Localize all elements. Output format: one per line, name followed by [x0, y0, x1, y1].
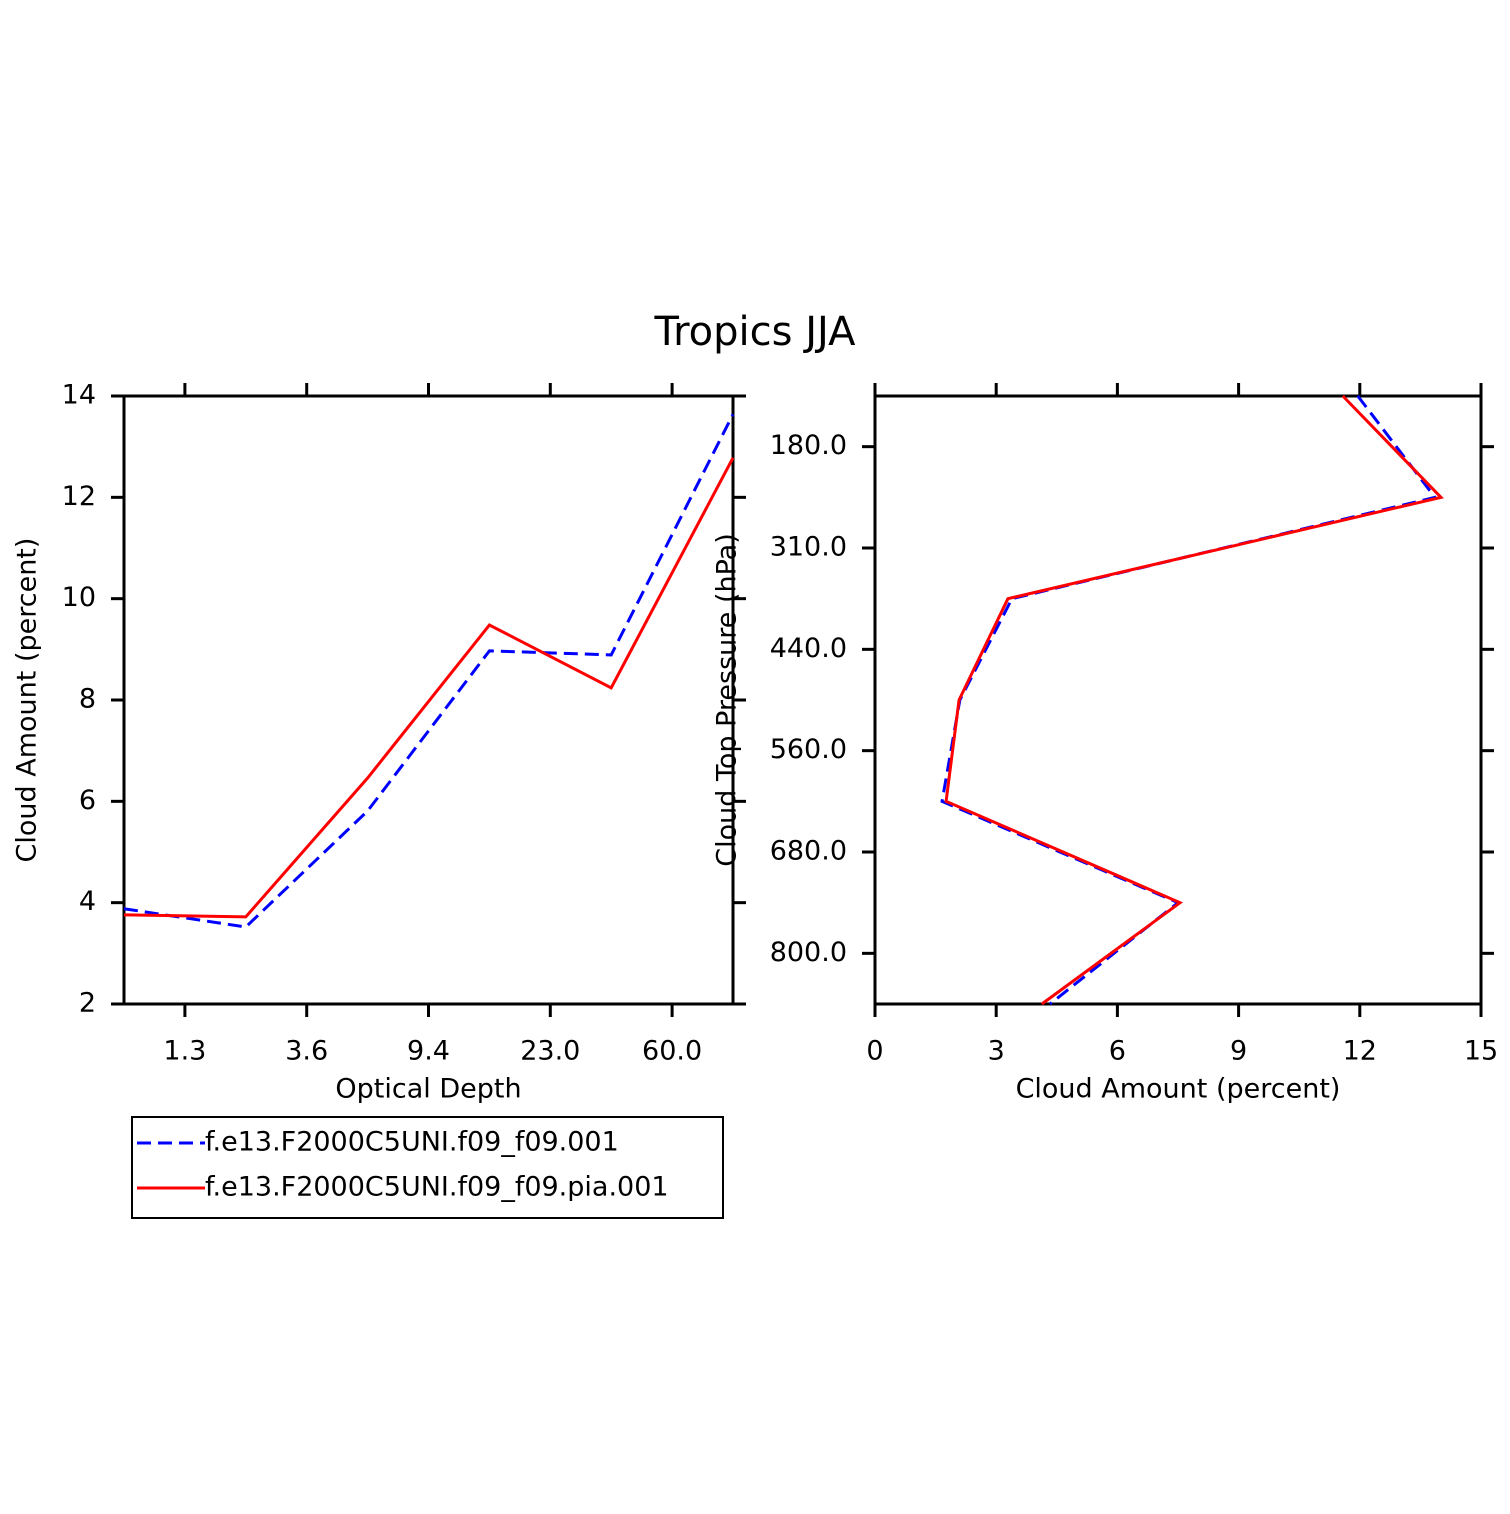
- legend-label: f.e13.F2000C5UNI.f09_f09.001: [205, 1127, 619, 1158]
- series-line: [123, 413, 735, 929]
- legend-label: f.e13.F2000C5UNI.f09_f09.pia.001: [205, 1172, 669, 1203]
- x-tick-label: 3.6: [285, 1036, 328, 1067]
- x-tick-label: 9.4: [407, 1036, 450, 1067]
- y-axis-label: Cloud Amount (percent): [12, 538, 43, 863]
- y-tick-label: 440.0: [770, 633, 847, 664]
- x-axis-label: Cloud Amount (percent): [1016, 1074, 1341, 1105]
- y-tick-label: 800.0: [770, 937, 847, 968]
- x-tick-label: 15: [1464, 1036, 1498, 1067]
- x-axis-label: Optical Depth: [335, 1074, 521, 1105]
- x-tick-label: 23.0: [520, 1036, 580, 1067]
- y-tick-label: 560.0: [770, 734, 847, 765]
- x-tick-label: 12: [1343, 1036, 1377, 1067]
- y-tick-label: 180.0: [770, 430, 847, 461]
- x-tick-label: 9: [1230, 1036, 1247, 1067]
- series-line: [940, 395, 1438, 1006]
- series-line: [944, 394, 1444, 1006]
- y-tick-label: 14: [62, 380, 96, 411]
- y-axis-label: Cloud Top Pressure (hPa): [712, 533, 743, 867]
- y-tick-label: 680.0: [770, 836, 847, 867]
- plot-frame: [873, 394, 1483, 1006]
- x-tick-label: 60.0: [642, 1036, 702, 1067]
- figure-title: Tropics JJA: [654, 309, 857, 355]
- y-tick-label: 4: [79, 886, 96, 917]
- y-tick-label: 2: [79, 988, 96, 1019]
- y-tick-label: 10: [62, 582, 96, 613]
- y-tick-label: 310.0: [770, 532, 847, 563]
- legend-box: [131, 1116, 724, 1219]
- x-tick-label: 6: [1109, 1036, 1126, 1067]
- x-tick-label: 0: [866, 1036, 883, 1067]
- x-tick-label: 3: [988, 1036, 1005, 1067]
- series-line: [123, 457, 735, 919]
- y-tick-label: 12: [62, 481, 96, 512]
- y-tick-label: 6: [79, 785, 96, 816]
- y-tick-label: 8: [79, 684, 96, 715]
- x-tick-label: 1.3: [163, 1036, 206, 1067]
